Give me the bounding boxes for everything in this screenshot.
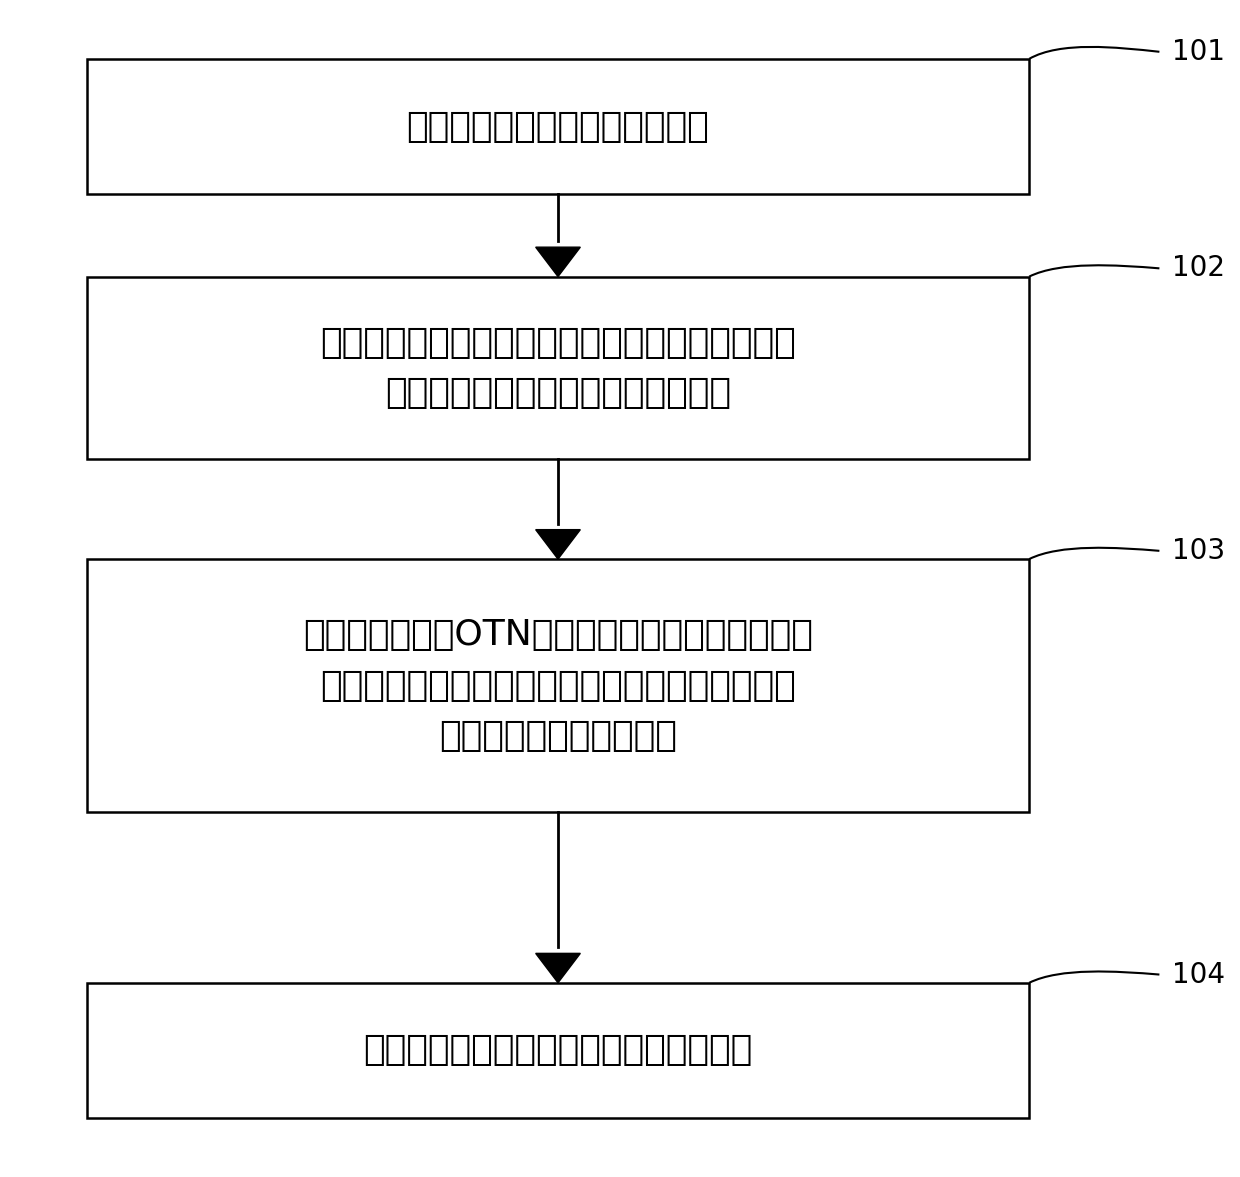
Text: 104: 104 xyxy=(1172,960,1225,989)
Bar xyxy=(87,983,1029,1118)
Bar xyxy=(87,559,1029,812)
Text: 103: 103 xyxy=(1172,537,1225,565)
Text: 向加密端发送第一模式配置信息: 向加密端发送第一模式配置信息 xyxy=(407,109,709,144)
Polygon shape xyxy=(536,530,580,559)
Text: 在监测到在当前OTN帧的预留开销位置中插入的加
密码字符合预设条件时，将所述第一模式配置信息
更新为第二模式配置信息: 在监测到在当前OTN帧的预留开销位置中插入的加 密码字符合预设条件时，将所述第一… xyxy=(303,618,813,753)
Text: 向所述加密端发送所述第二模式配置信息: 向所述加密端发送所述第二模式配置信息 xyxy=(363,1033,753,1068)
Bar xyxy=(87,59,1029,194)
Polygon shape xyxy=(536,247,580,277)
Bar xyxy=(87,277,1029,459)
Polygon shape xyxy=(536,953,580,983)
Text: 在与所述加密端确认当前通路准备完成后，根据所
述第一模式配置信息配置加解密模式: 在与所述加密端确认当前通路准备完成后，根据所 述第一模式配置信息配置加解密模式 xyxy=(320,326,796,410)
Text: 102: 102 xyxy=(1172,254,1225,282)
Text: 101: 101 xyxy=(1172,38,1225,66)
